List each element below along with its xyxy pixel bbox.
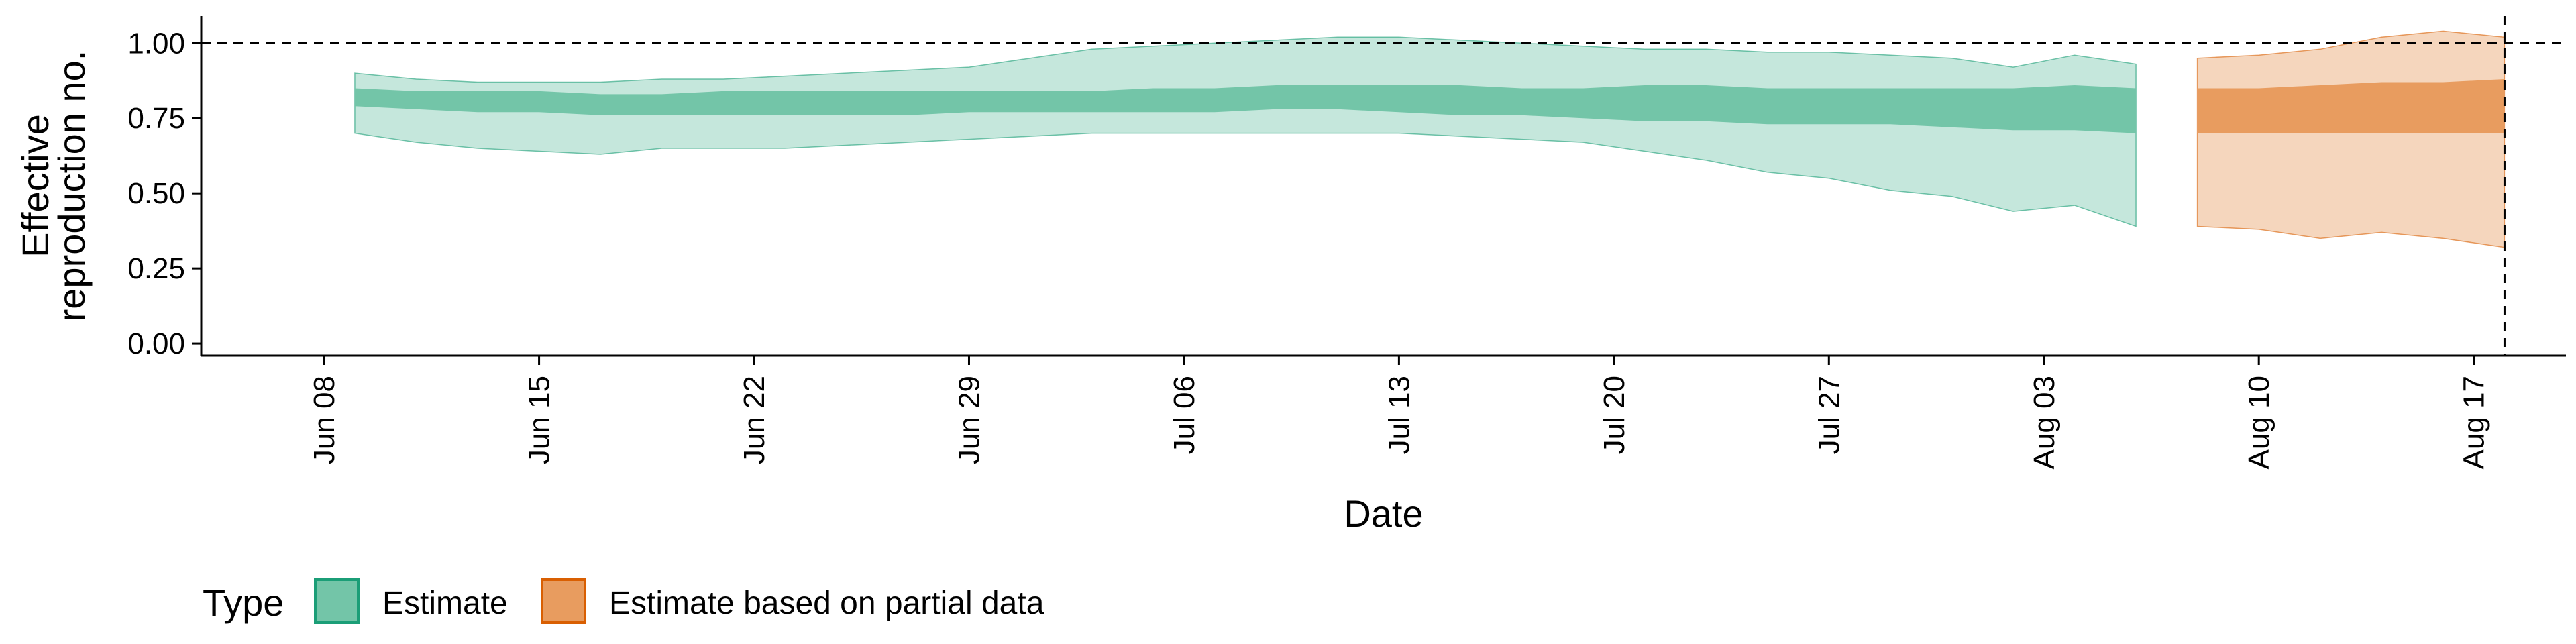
reference-lines	[201, 16, 2566, 356]
partial-outer-interval-band	[2196, 30, 2506, 248]
x-tick-label: Jun 15	[523, 376, 556, 464]
x-tick-label: Aug 10	[2243, 376, 2275, 469]
x-tick-label: Jul 20	[1598, 376, 1631, 454]
y-tick-label: 0.50	[127, 177, 185, 210]
legend-title: Type	[203, 582, 284, 624]
partial-inner-interval-band	[2197, 79, 2505, 133]
series-partial	[2196, 30, 2506, 248]
x-axis-title: Date	[1344, 492, 1423, 535]
x-tick-label: Jul 27	[1813, 376, 1845, 454]
ribbon-layer	[354, 30, 2506, 248]
y-axis-title-line: Effective	[14, 114, 56, 258]
x-tick-label: Jun 08	[308, 376, 341, 464]
legend-key-estimate	[314, 578, 360, 624]
x-tick-label: Jun 29	[953, 376, 985, 464]
legend: Type Estimate Estimate based on partial da…	[203, 578, 1044, 624]
y-tick-label: 1.00	[127, 27, 185, 60]
estimate-inner-interval-band	[354, 85, 2137, 133]
y-tick-label: 0.00	[127, 327, 185, 360]
y-tick-label: 0.25	[127, 252, 185, 285]
y-axis-title-line: reproduction no.	[50, 50, 93, 322]
legend-label: Estimate	[382, 586, 508, 621]
x-tick-label: Jul 06	[1168, 376, 1201, 454]
x-tick-label: Aug 17	[2458, 376, 2491, 469]
x-tick-label: Aug 03	[2028, 376, 2061, 469]
y-tick-label: 0.75	[127, 102, 185, 135]
series-estimate	[354, 36, 2137, 227]
legend-key-partial	[541, 578, 586, 624]
axes: 0.00 0.25 0.50 0.75 1.00 Jun 08 Jun 15 Jun 22 Ju…	[14, 16, 2566, 535]
x-tick-label: Jun 22	[738, 376, 771, 464]
estimate-outer-interval-band	[354, 36, 2137, 227]
x-tick-label: Jul 13	[1383, 376, 1415, 454]
legend-label: Estimate based on partial data	[609, 586, 1044, 621]
